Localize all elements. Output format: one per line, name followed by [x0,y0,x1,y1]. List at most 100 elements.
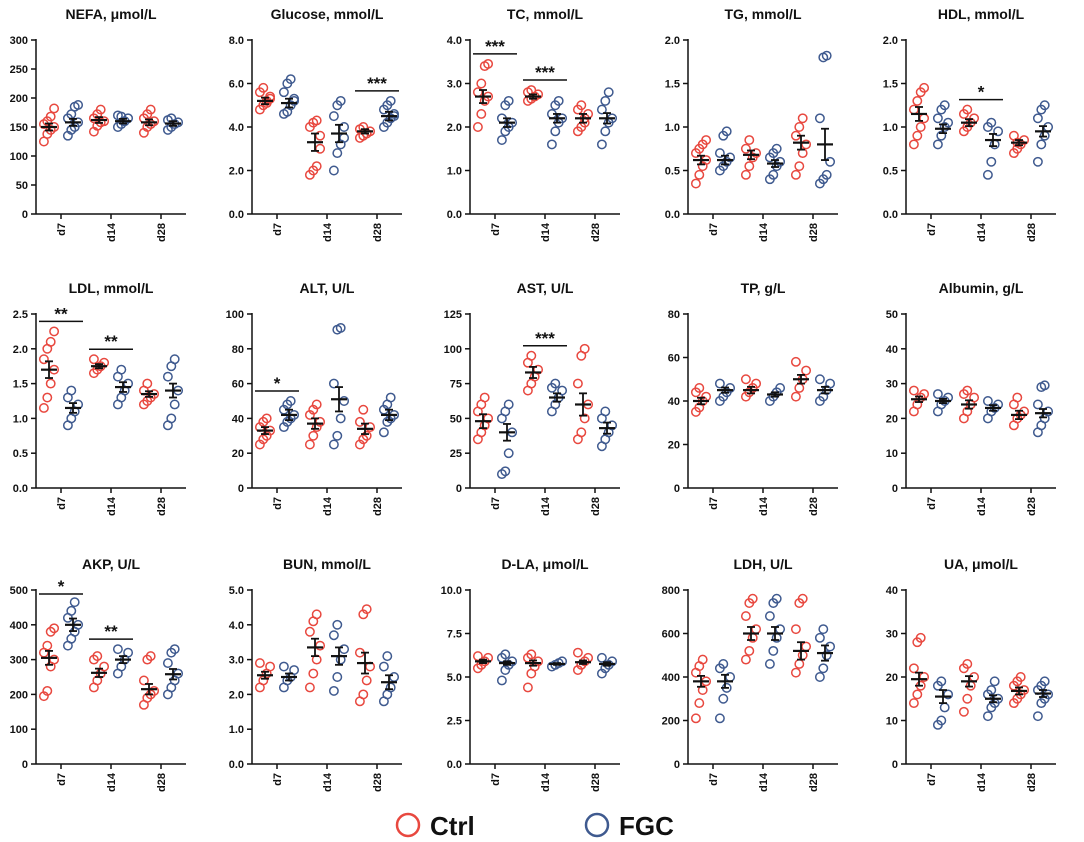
data-point-fgc [169,399,180,410]
chart-title: TG, mmol/L [725,6,802,22]
data-point-ctrl [358,689,369,700]
y-tick-label: 0.5 [13,448,28,460]
x-tick-label: d7 [56,497,68,510]
chart-panel-14: LDH, U/L 0 200 400 600 800 d7 d14 d28 [662,556,838,792]
x-tick-label: d28 [590,773,602,792]
data-point-fgc [986,156,997,167]
chart-title: AKP, U/L [82,556,141,572]
data-point-ctrl [1012,392,1023,403]
x-tick-label: d7 [708,223,720,236]
data-point-fgc [768,645,779,656]
y-tick-label: 1.0 [447,166,462,178]
y-tick-label: 0.0 [229,759,244,771]
significance-label: ** [54,304,68,323]
data-point-ctrl [801,139,812,150]
significance-label: * [58,577,65,596]
data-point-ctrl [576,427,587,438]
y-tick-label: 0.0 [883,209,898,221]
data-point-fgc [553,95,564,106]
data-point-ctrl [572,647,583,658]
x-tick-label: d28 [590,223,602,242]
data-point-fgc [385,392,396,403]
x-tick-label: d14 [322,772,334,792]
x-tick-label: d7 [490,773,502,786]
data-point-ctrl [311,399,322,410]
data-point-ctrl [149,685,160,696]
chart-panel-12: BUN, mmol/L 0.0 1.0 2.0 3.0 4.0 5.0 d7 d14 d28 [229,556,402,792]
chart-title: D-LA, μmol/L [501,556,589,572]
data-point-fgc [335,413,346,424]
data-point-ctrl [790,391,801,402]
data-point-fgc [939,100,950,111]
data-point-fgc [818,624,829,635]
y-tick-label: 5.0 [229,585,244,597]
chart-panel-13: D-LA, μmol/L 0.0 2.5 5.0 7.5 10.0 d7 d14 d28 [441,556,620,792]
y-tick-label: 1.5 [883,79,898,91]
chart-panel-5: HDL, mmol/L 0.0 0.5 1.0 1.5 2.0 d7 d14 d28 * [883,6,1056,242]
data-point-fgc [982,169,993,180]
data-point-ctrl [258,82,269,93]
data-point-ctrl [95,104,106,115]
y-tick-label: 40 [668,396,680,408]
chart-panel-4: TG, mmol/L 0.0 0.5 1.0 1.5 2.0 d7 d14 d28 [665,6,838,242]
y-tick-label: 4.0 [447,35,462,47]
data-point-ctrl [304,626,315,637]
data-point-fgc [1032,113,1043,124]
y-tick-label: 250 [10,64,28,76]
y-tick-label: 10.0 [441,585,462,597]
data-point-fgc [389,672,400,682]
y-tick-label: 40 [886,344,898,356]
chart-panel-7: ALT, U/L 0 20 40 60 80 100 d7 d14 d28 * [226,280,402,516]
y-tick-label: 0.0 [665,209,680,221]
data-point-fgc [285,74,296,85]
data-point-fgc [496,135,507,146]
x-tick-label: d14 [106,222,118,242]
data-point-fgc [112,644,123,655]
data-point-ctrl [744,135,755,146]
data-point-ctrl [142,378,153,389]
data-point-fgc [718,693,729,704]
data-point-ctrl [99,661,110,672]
chart-title: ALT, U/L [300,280,355,296]
data-point-fgc [285,396,296,406]
data-point-ctrl [794,659,805,669]
data-point-fgc [936,715,947,726]
data-point-fgc [550,126,561,137]
chart-panel-1: NEFA, μmol/L 0 50 100 150 200 250 300 d7 d14 d28 [10,6,186,242]
data-point-fgc [936,676,947,687]
data-point-ctrl [915,122,926,132]
data-point-fgc [116,364,127,375]
data-point-fgc [989,139,1000,150]
x-tick-label: d28 [808,497,820,516]
x-tick-label: d28 [1026,223,1038,242]
data-point-fgc [771,143,782,154]
y-tick-label: 400 [662,672,680,684]
data-point-fgc [982,396,993,406]
data-point-ctrl [908,698,919,709]
data-point-fgc [821,50,832,61]
chart-panel-10: Albumin, g/L 0 10 20 30 40 50 d7 d14 d28 [886,280,1056,516]
data-point-fgc [557,656,568,667]
y-tick-label: 40 [886,585,898,597]
x-tick-label: d28 [808,223,820,242]
data-point-ctrl [744,645,755,656]
y-tick-label: 0 [238,483,244,495]
y-tick-label: 4.0 [229,620,244,632]
data-point-ctrl [49,654,60,665]
data-point-fgc [166,413,177,424]
y-tick-label: 30 [886,379,898,391]
data-point-fgc [986,685,997,695]
y-tick-label: 200 [662,716,680,728]
data-point-fgc [169,354,180,365]
data-point-ctrl [912,130,923,141]
data-point-ctrl [354,416,365,427]
y-tick-label: 800 [662,585,680,597]
data-point-ctrl [145,651,156,662]
x-tick-label: d28 [1026,773,1038,792]
data-point-ctrl [801,641,812,652]
data-point-fgc [932,139,943,150]
data-point-fgc [500,649,511,660]
x-tick-label: d14 [976,222,988,242]
